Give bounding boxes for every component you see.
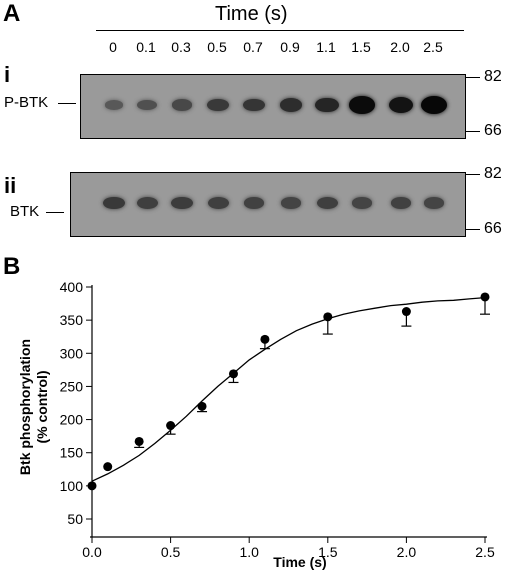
time-label: 0.9: [280, 39, 300, 55]
blot-band: [243, 197, 265, 209]
x-tick-label: 2.5: [475, 544, 495, 560]
y-axis-title: Btk phosphorylation: [17, 339, 33, 475]
time-label: 0.5: [207, 39, 227, 55]
marker-66-i: 66: [484, 122, 502, 139]
blot-band: [315, 97, 339, 113]
blot-band: [207, 98, 229, 112]
blot-band: [316, 197, 338, 209]
marker-82-i: 82: [484, 68, 502, 85]
btk-label: BTK: [10, 203, 40, 220]
marker-82-tick-ii: [465, 174, 480, 175]
blot-band: [137, 99, 157, 111]
blot-i-label: i: [4, 62, 11, 87]
blot-band: [103, 196, 125, 210]
x-tick-label: 1.5: [318, 544, 338, 560]
blot-band: [136, 197, 158, 209]
time-label: 0.7: [243, 39, 263, 55]
marker-66-tick-ii: [465, 229, 480, 230]
data-point: [480, 292, 490, 302]
blot-band: [104, 100, 124, 110]
p-btk-label: P-BTK: [4, 94, 49, 111]
time-label: 0: [109, 39, 117, 55]
x-tick-label: 0.0: [82, 544, 102, 560]
marker-66-tick-i: [465, 131, 480, 132]
btk-pointer: [46, 212, 64, 213]
y-tick-label: 250: [60, 378, 84, 394]
data-point: [87, 481, 97, 491]
time-label: 1.5: [351, 39, 371, 55]
data-point: [228, 369, 238, 379]
data-point: [134, 436, 144, 446]
blot-band: [243, 98, 265, 112]
y-tick-label: 350: [60, 312, 84, 328]
blot-band: [171, 99, 193, 111]
fit-curve: [91, 296, 486, 482]
marker-66-ii: 66: [484, 220, 502, 237]
panel-a-letter: A: [3, 0, 21, 27]
y-tick-label: 200: [60, 412, 84, 428]
data-point: [166, 421, 176, 431]
time-label: 0.1: [136, 39, 156, 55]
data-point: [260, 334, 270, 344]
data-point: [103, 462, 113, 472]
data-point: [197, 401, 207, 411]
blot-ii-label: ii: [4, 173, 17, 198]
panel-b-letter: B: [3, 253, 21, 280]
time-bracket-line: [96, 30, 464, 31]
x-tick-label: 0.5: [161, 544, 181, 560]
btk-blot: [70, 172, 466, 237]
time-label: 0.3: [171, 39, 191, 55]
x-tick-label: 2.0: [397, 544, 417, 560]
time-axis-title: Time (s): [215, 3, 288, 25]
blot-band: [207, 197, 229, 209]
blot-band: [279, 98, 303, 112]
marker-82-tick-i: [465, 77, 480, 78]
blot-band: [390, 197, 412, 209]
blot-band: [171, 196, 193, 210]
time-label: 2.0: [390, 39, 410, 55]
y-tick-label: 150: [60, 445, 84, 461]
blot-band: [351, 197, 373, 209]
p-btk-pointer: [58, 103, 76, 104]
y-tick-label: 50: [67, 511, 83, 527]
data-point: [323, 312, 333, 322]
blot-band: [280, 197, 302, 209]
y-tick-label: 300: [60, 345, 84, 361]
x-axis-title: Time (s): [273, 554, 326, 570]
blot-band: [349, 96, 375, 114]
blot-band: [423, 197, 445, 209]
y-tick-label: 400: [60, 279, 84, 295]
p-btk-blot: [80, 74, 466, 139]
blot-band: [388, 96, 414, 114]
y-axis-subtitle: (% control): [34, 370, 50, 443]
x-tick-label: 1.0: [239, 544, 259, 560]
blot-band: [421, 96, 447, 114]
time-label: 1.1: [316, 39, 336, 55]
y-tick-label: 100: [60, 478, 84, 494]
marker-82-ii: 82: [484, 165, 502, 182]
data-point: [401, 307, 411, 317]
time-label: 2.5: [423, 39, 443, 55]
